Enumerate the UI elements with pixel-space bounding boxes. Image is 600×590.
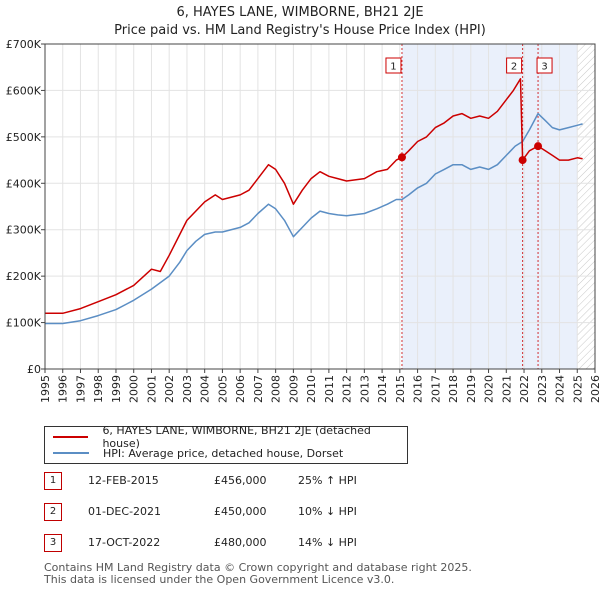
x-tick-label: 2009 (287, 375, 300, 403)
table-row: 2 01-DEC-2021 £450,000 10% ↓ HPI (44, 501, 404, 523)
transaction-label-box-3 (536, 57, 553, 74)
x-tick-label: 2007 (252, 375, 265, 403)
y-tick-label: £600K (6, 84, 42, 97)
x-tick-label: 2019 (465, 375, 478, 403)
table-row: 1 12-FEB-2015 £456,000 25% ↑ HPI (44, 470, 404, 492)
x-tick-label: 2025 (571, 375, 584, 403)
x-tick-label: 1996 (57, 375, 70, 403)
row-price: £480,000 (214, 536, 267, 549)
x-tick-label: 2006 (234, 375, 247, 403)
x-tick-label: 2014 (376, 375, 389, 403)
y-tick-label: £100K (6, 317, 42, 330)
row-date: 01-DEC-2021 (88, 505, 162, 518)
x-tick-label: 2010 (305, 375, 318, 403)
y-tick-label: £300K (6, 224, 42, 237)
transaction-point-1 (397, 153, 406, 162)
row-date: 17-OCT-2022 (88, 536, 161, 549)
series-line-property (45, 78, 583, 315)
series-lines (45, 78, 583, 325)
transaction-point-2 (518, 156, 527, 165)
axes: £0 £100K £200K £300K £400K £500K £600K £700K 199… (6, 38, 600, 403)
forecast-hatch (577, 44, 595, 369)
series-line-hpi (45, 112, 583, 325)
chart-title: 6, HAYES LANE, WIMBORNE, BH21 2JE (176, 5, 424, 20)
row-number-badge: 3 (44, 534, 62, 552)
transaction-point-3 (534, 142, 543, 151)
row-date: 12-FEB-2015 (88, 474, 159, 487)
legend-swatch-hpi (53, 452, 89, 454)
row-number-badge: 1 (44, 472, 62, 490)
x-tick-label: 2023 (536, 375, 549, 403)
x-tick-label: 2017 (429, 375, 442, 403)
x-tick-label: 2011 (323, 375, 336, 403)
x-tick-label: 2021 (500, 375, 513, 403)
transaction-label-box-2 (506, 57, 523, 74)
row-price: £450,000 (214, 505, 267, 518)
chart-title-block: 6, HAYES LANE, WIMBORNE, BH21 2JE Price … (0, 4, 600, 40)
footer-line-2: This data is licensed under the Open Gov… (44, 573, 395, 586)
transaction-label-2: 2 (511, 62, 517, 73)
price-chart: 1 2 3 £0 £100K £200K £300K £400K £500K £600K £700… (6, 38, 600, 403)
footer-line-1: Contains HM Land Registry data © Crown c… (44, 561, 472, 574)
transaction-label-3: 3 (541, 62, 547, 73)
row-hpi: 10% ↓ HPI (298, 505, 357, 518)
x-tick-label: 2004 (199, 375, 212, 403)
x-tick-label: 2013 (358, 375, 371, 403)
legend: 6, HAYES LANE, WIMBORNE, BH21 2JE (detac… (44, 424, 408, 464)
y-tick-label: £700K (6, 38, 42, 51)
legend-swatch-property (53, 436, 89, 438)
y-tick-label: £200K (6, 270, 42, 283)
row-hpi: 14% ↓ HPI (298, 536, 357, 549)
transaction-label-1: 1 (390, 62, 396, 73)
x-tick-label: 1995 (39, 375, 52, 403)
shaded-region (45, 44, 595, 369)
transaction-points (397, 142, 543, 165)
y-tick-label: £500K (6, 131, 42, 144)
row-number-badge: 2 (44, 503, 62, 521)
x-tick-label: 2018 (447, 375, 460, 403)
post-sale-shade (401, 44, 578, 369)
legend-label-property: 6, HAYES LANE, WIMBORNE, BH21 2JE (detac… (102, 424, 371, 450)
legend-item-hpi: HPI: Average price, detached house, Dors… (53, 445, 343, 461)
x-tick-label: 1999 (110, 375, 123, 403)
x-tick-label: 2015 (394, 375, 407, 403)
plot-frame (44, 43, 596, 370)
transaction-label-box-1 (385, 57, 402, 74)
y-tick-label: £0 (27, 363, 41, 376)
x-tick-label: 2016 (412, 375, 425, 403)
x-tick-label: 2000 (128, 375, 141, 403)
x-tick-label: 2005 (216, 375, 229, 403)
x-tick-label: 2012 (341, 375, 354, 403)
legend-label-hpi: HPI: Average price, detached house, Dors… (103, 446, 344, 460)
x-tick-label: 2003 (181, 375, 194, 403)
y-tick-label: £400K (6, 177, 42, 190)
x-tick-label: 2002 (163, 375, 176, 403)
x-tick-label: 1997 (74, 375, 87, 403)
row-price: £456,000 (214, 474, 267, 487)
footer-note: Contains HM Land Registry data © Crown c… (44, 562, 472, 586)
x-tick-label: 2022 (518, 375, 531, 403)
x-tick-label: 2008 (270, 375, 283, 403)
x-tick-label: 2026 (589, 375, 600, 403)
x-tick-label: 2020 (483, 375, 496, 403)
legend-item-property: 6, HAYES LANE, WIMBORNE, BH21 2JE (detac… (53, 424, 407, 450)
x-tick-label: 2001 (145, 375, 158, 403)
x-tick-label: 1998 (92, 375, 105, 403)
row-hpi: 25% ↑ HPI (298, 474, 357, 487)
chart-subtitle: Price paid vs. HM Land Registry's House … (114, 23, 486, 38)
transaction-labels: 1 2 3 (385, 57, 553, 74)
table-row: 3 17-OCT-2022 £480,000 14% ↓ HPI (44, 532, 404, 554)
x-tick-label: 2024 (554, 375, 567, 403)
